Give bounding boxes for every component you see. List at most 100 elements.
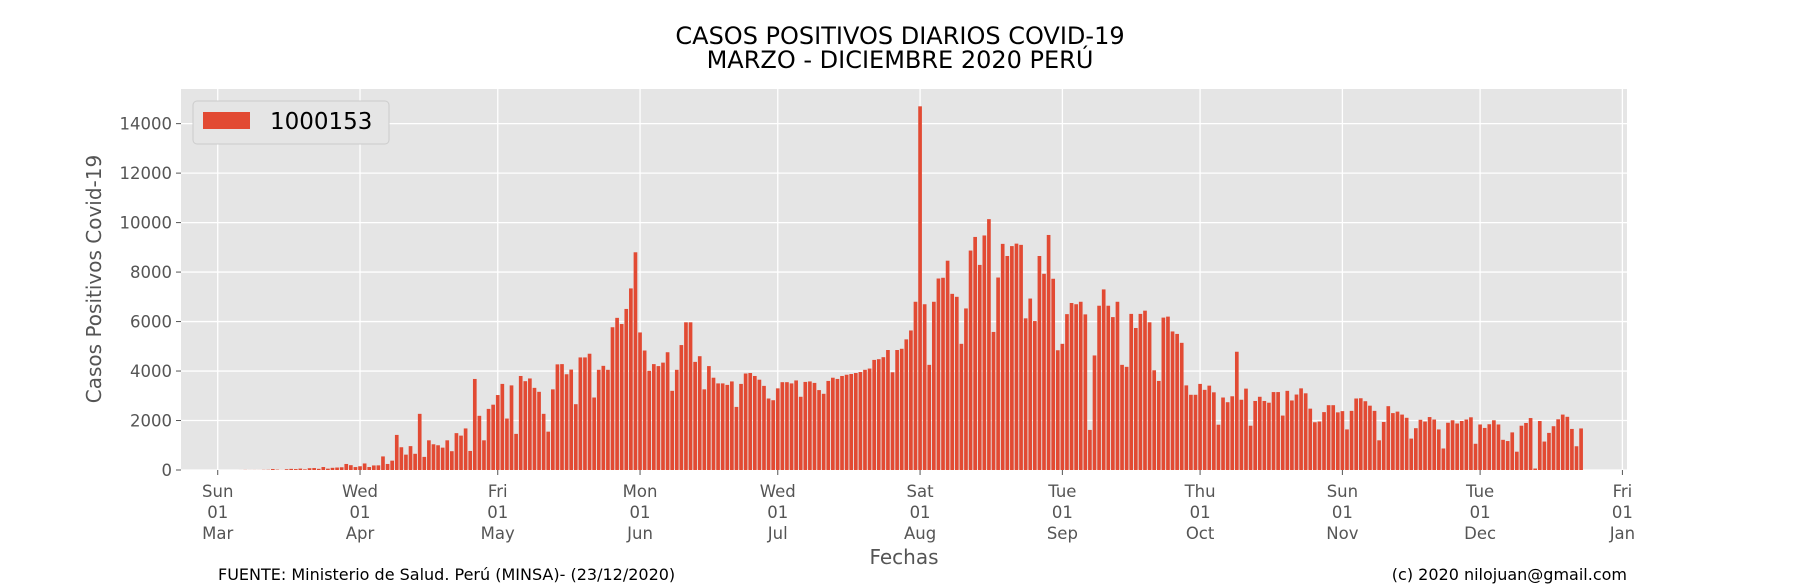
legend-box [192, 100, 390, 145]
bar [307, 468, 312, 470]
bar [1156, 380, 1161, 470]
bar [693, 361, 697, 470]
bar [867, 368, 872, 470]
bar [638, 332, 642, 470]
bar [1280, 415, 1285, 470]
bar [945, 260, 950, 470]
bar [1487, 424, 1492, 470]
bar [1299, 388, 1303, 470]
y-axis-ticks: 0 2000 4000 6000 8000 10000 12000 14000 [120, 115, 181, 480]
bar [927, 364, 932, 470]
bar [436, 445, 440, 470]
bar [1216, 424, 1221, 470]
bar [1179, 342, 1184, 470]
bar [1115, 301, 1120, 470]
bar [1514, 451, 1519, 470]
x-tick-label: Fri 01 May [481, 482, 515, 543]
bar [422, 456, 427, 470]
y-tick-label: 0 [162, 461, 173, 480]
bar [1042, 273, 1046, 470]
bar [1069, 303, 1074, 470]
bar [339, 467, 344, 470]
y-tick-label: 8000 [130, 263, 172, 282]
bar [1161, 317, 1166, 470]
bar [1023, 318, 1028, 470]
bar [546, 431, 551, 470]
bar [440, 447, 445, 470]
bar [495, 395, 500, 470]
bar [1129, 313, 1134, 470]
bar [472, 378, 477, 470]
bar [284, 469, 289, 470]
bar [587, 353, 592, 470]
bar [1239, 399, 1244, 470]
y-tick-label: 14000 [120, 115, 173, 134]
bar [335, 467, 339, 470]
bar [1574, 446, 1579, 470]
bar [569, 369, 574, 470]
bar [1386, 406, 1391, 470]
bar [775, 388, 780, 470]
bar [1037, 255, 1042, 470]
bar [583, 357, 587, 470]
bar [977, 264, 982, 470]
bar [1290, 400, 1294, 470]
x-tick-label: Wed 01 Jul [760, 482, 796, 543]
bar [771, 400, 776, 470]
bar [468, 450, 473, 470]
bar [1368, 405, 1372, 470]
bar [651, 364, 656, 470]
bar [1510, 432, 1515, 470]
bar [1143, 310, 1147, 470]
bar [780, 382, 785, 470]
bar [1482, 427, 1487, 470]
bar [996, 277, 1000, 470]
bar [1170, 331, 1175, 470]
bar [326, 468, 330, 470]
bar [298, 468, 303, 470]
bar [1423, 421, 1427, 470]
bar [922, 304, 927, 470]
y-tick-label: 10000 [120, 214, 173, 233]
bar [293, 469, 298, 470]
bar [629, 288, 633, 470]
bar [789, 383, 794, 470]
bar [619, 324, 624, 470]
bar [376, 465, 381, 470]
bar [1212, 392, 1216, 470]
bar [886, 350, 890, 470]
bar [757, 379, 762, 470]
x-tick-label: Fri 01 Jan [1609, 482, 1635, 543]
plot-area [181, 89, 1627, 470]
bar [1234, 351, 1239, 470]
bar [633, 252, 638, 470]
bar [1189, 394, 1193, 470]
bar [303, 469, 307, 470]
bar [578, 357, 583, 470]
bar [739, 383, 743, 470]
bar [674, 369, 679, 470]
bar [270, 469, 275, 470]
bar [1565, 416, 1570, 470]
bar [1097, 305, 1101, 470]
bar [1436, 429, 1441, 470]
bar [987, 219, 991, 470]
bar [835, 378, 840, 470]
bar [1257, 396, 1262, 470]
bar [610, 327, 615, 470]
bar [794, 380, 798, 470]
bar [1248, 425, 1253, 470]
bar [417, 413, 422, 470]
bar [1308, 408, 1313, 470]
bar [688, 322, 693, 470]
bar [679, 345, 684, 470]
bar [289, 468, 294, 470]
bar [1372, 410, 1377, 470]
bar [316, 468, 321, 470]
bar [1528, 418, 1533, 470]
bar [743, 373, 748, 470]
bar [390, 460, 394, 470]
bar [1496, 424, 1501, 470]
bar [1464, 419, 1469, 470]
bar [1542, 441, 1547, 470]
